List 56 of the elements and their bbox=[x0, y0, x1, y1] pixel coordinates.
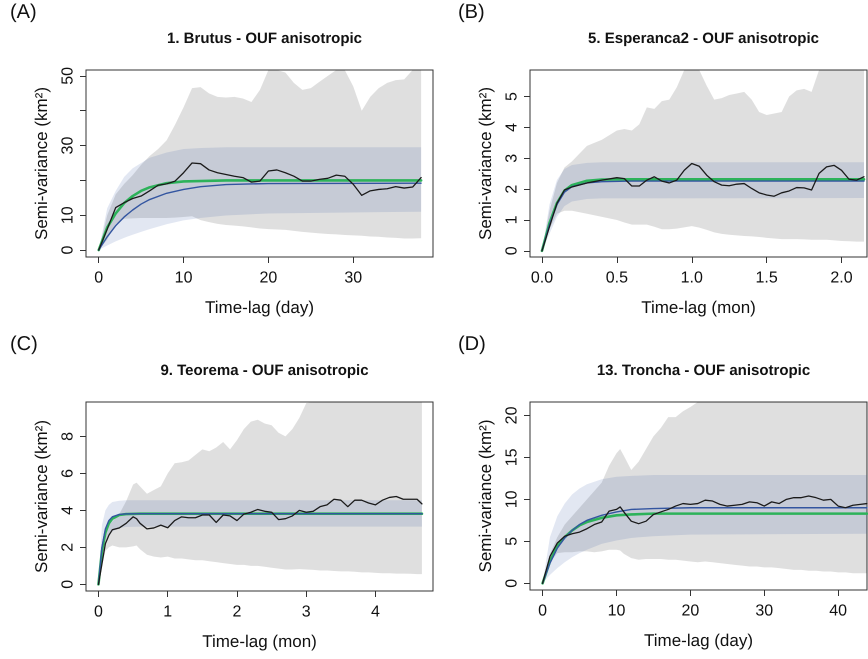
chart-title: 5. Esperanca2 - OUF anisotropic bbox=[588, 30, 819, 47]
x-tick-label: 2.0 bbox=[830, 270, 853, 286]
x-tick-label: 30 bbox=[344, 270, 362, 286]
y-tick-label: 0 bbox=[504, 578, 520, 588]
x-tick-label: 0.5 bbox=[606, 270, 628, 286]
y-tick-label: 2 bbox=[504, 184, 520, 194]
x-tick-label: 4 bbox=[371, 604, 380, 620]
y-axis-title: Semi-variance (km²) bbox=[476, 86, 495, 240]
y-tick-label: 10 bbox=[60, 206, 76, 224]
y-tick-label: 20 bbox=[504, 406, 520, 424]
x-tick-label: 30 bbox=[755, 602, 774, 620]
y-tick-label: 6 bbox=[60, 468, 76, 478]
y-tick-label: 5 bbox=[504, 92, 520, 101]
x-tick-label: 2 bbox=[232, 604, 242, 620]
x-axis-title: Time-lag (mon) bbox=[641, 298, 756, 317]
x-tick-label: 0.0 bbox=[530, 270, 554, 286]
y-tick-label: 0 bbox=[504, 246, 520, 256]
x-tick-label: 3 bbox=[302, 604, 311, 620]
text: (D) bbox=[458, 333, 486, 355]
y-tick-label: 15 bbox=[504, 448, 520, 466]
y-axis-title: Semi-variance (km²) bbox=[32, 420, 51, 574]
y-tick-label: 5 bbox=[504, 536, 520, 546]
y-axis-title: Semi-variance (km²) bbox=[32, 86, 51, 240]
x-axis-title: Time-lag (day) bbox=[205, 298, 314, 317]
x-tick-label: 1.0 bbox=[680, 270, 703, 286]
x-axis-title: Time-lag (day) bbox=[644, 631, 753, 650]
x-tick-label: 1 bbox=[163, 604, 172, 620]
x-tick-label: 1.5 bbox=[756, 270, 778, 286]
y-tick-label: 4 bbox=[60, 506, 76, 515]
chart-title: 9. Teorema - OUF anisotropic bbox=[160, 362, 369, 379]
x-tick-label: 10 bbox=[608, 602, 626, 620]
x-tick-label: 0 bbox=[94, 270, 104, 286]
text: (C) bbox=[10, 333, 38, 355]
x-tick-label: 20 bbox=[260, 270, 278, 286]
y-tick-label: 3 bbox=[504, 154, 520, 163]
y-tick-label: 1 bbox=[504, 215, 520, 224]
y-tick-label: 0 bbox=[60, 245, 76, 254]
y-tick-label: 4 bbox=[504, 122, 520, 132]
x-tick-label: 0 bbox=[538, 602, 548, 620]
x-tick-label: 0 bbox=[94, 604, 104, 620]
chart-title: 13. Troncha - OUF anisotropic bbox=[596, 362, 810, 379]
chart-title: 1. Brutus - OUF anisotropic bbox=[166, 30, 362, 47]
text: (A) bbox=[10, 1, 37, 23]
y-tick-label: 0 bbox=[60, 580, 76, 589]
y-axis-title: Semi-variance (km²) bbox=[476, 419, 495, 573]
y-tick-label: 50 bbox=[60, 66, 76, 85]
x-tick-label: 40 bbox=[829, 602, 848, 620]
x-tick-label: 10 bbox=[174, 270, 193, 286]
line-series bbox=[98, 162, 422, 251]
y-tick-label: 8 bbox=[60, 432, 76, 441]
x-tick-label: 20 bbox=[681, 602, 700, 620]
y-tick-label: 10 bbox=[504, 490, 520, 508]
text: (B) bbox=[458, 1, 485, 23]
y-tick-label: 2 bbox=[60, 542, 76, 552]
x-axis-title: Time-lag (mon) bbox=[202, 632, 317, 651]
y-tick-label: 30 bbox=[60, 136, 76, 154]
